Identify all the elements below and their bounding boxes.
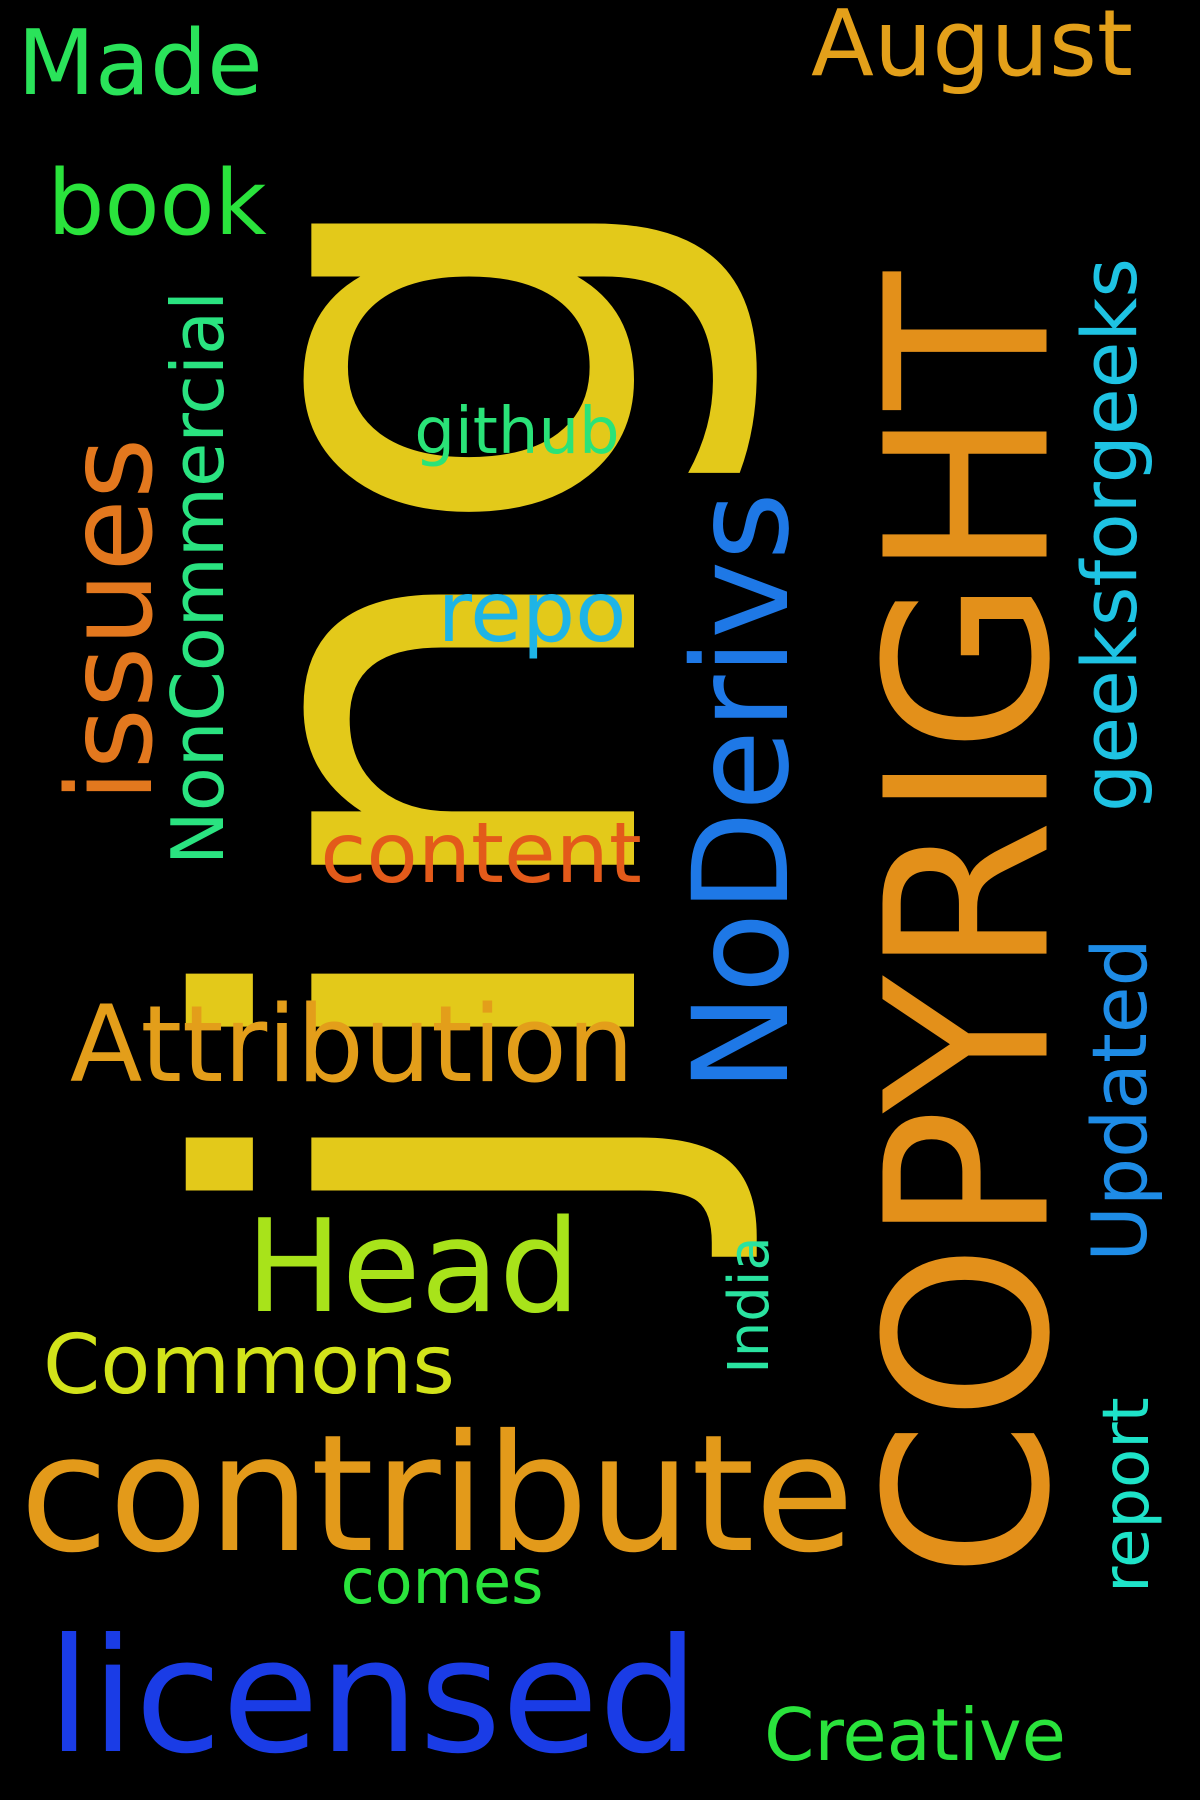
word-github: github xyxy=(414,395,620,469)
word-report: report xyxy=(1090,1397,1164,1593)
word-copyright: COPYRIGHT xyxy=(838,271,1101,1579)
word-geeksforgeeks: geeksforgeeks xyxy=(1065,258,1154,812)
word-book: book xyxy=(47,151,267,256)
word-attribution: Attribution xyxy=(69,983,635,1106)
word-head: Head xyxy=(245,1193,581,1342)
word-issues: issues xyxy=(41,437,179,803)
word-noncommercial: NonCommercial xyxy=(156,290,240,866)
word-noderivs: NoDerivs xyxy=(665,491,819,1093)
word-updated: Updated xyxy=(1075,938,1164,1262)
word-india: India xyxy=(717,1236,782,1374)
word-contribute: contribute xyxy=(19,1401,855,1589)
word-made: Made xyxy=(17,11,263,116)
word-commons: Commons xyxy=(42,1318,456,1413)
word-creative: Creative xyxy=(764,1693,1066,1777)
word-august: August xyxy=(811,0,1133,97)
word-content: content xyxy=(320,804,642,902)
word-comes: comes xyxy=(340,1545,544,1618)
word-licensed: licensed xyxy=(47,1605,699,1789)
word-repo: repo xyxy=(437,563,627,661)
